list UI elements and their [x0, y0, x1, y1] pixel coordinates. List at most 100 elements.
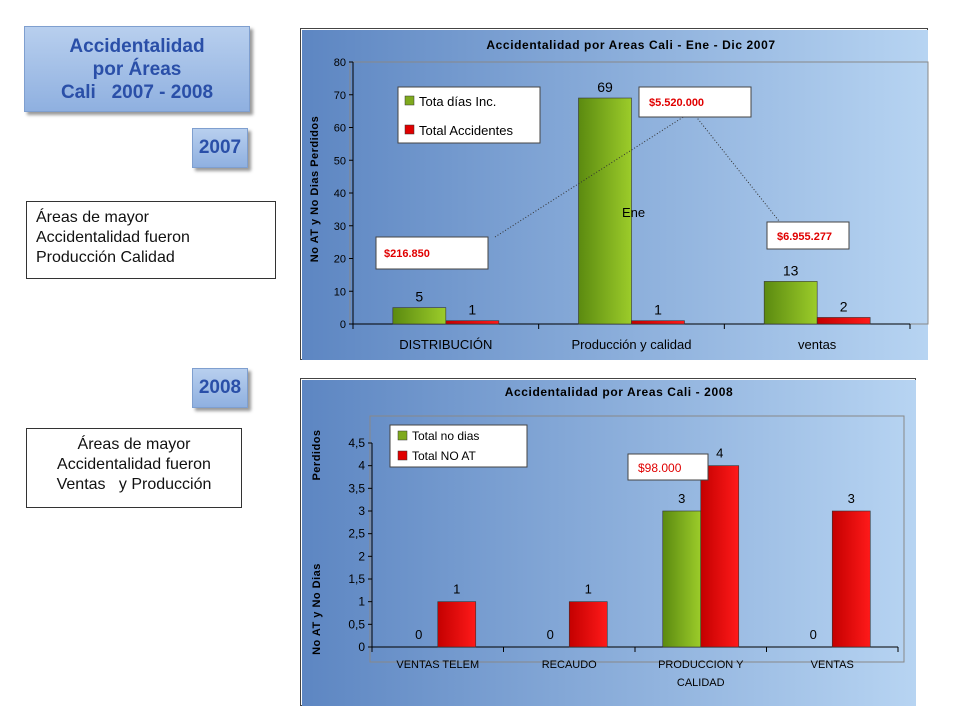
data-label: 0: [415, 627, 422, 642]
chart-2008-legend: Total no dias Total NO AT: [389, 424, 528, 468]
annotation-connector-left: [494, 113, 689, 238]
chart-2008-frame: Accidentalidad por Areas Cali - 2008 Per…: [300, 378, 916, 706]
note-2007: Áreas de mayor Accidentalidad fueron Pro…: [26, 201, 276, 279]
note-2008-line2: Accidentalidad fueron: [57, 456, 211, 473]
x-tick-label: ventas: [798, 337, 837, 352]
year-2007-badge: 2007: [192, 128, 248, 168]
y-tick-label: 4: [358, 459, 365, 473]
data-label: 1: [453, 582, 460, 597]
bar-total-no-at: [831, 510, 871, 648]
bar-total-accidentes: [816, 317, 871, 325]
x-tick-label: DISTRIBUCIÓN: [399, 337, 492, 352]
note-2007-line2: Accidentalidad fueron: [36, 229, 190, 246]
note-2008-line1: Áreas de mayor: [77, 436, 191, 453]
annotation-distribution-cost: $216.850: [384, 248, 430, 260]
data-label: 13: [783, 262, 799, 278]
legend-label-no-at: Total NO AT: [412, 449, 476, 463]
x-tick-label: RECAUDO: [542, 659, 597, 671]
x-tick-label: CALIDAD: [677, 677, 725, 689]
legend-label-dias: Tota días Inc.: [419, 94, 496, 109]
data-label: 2: [840, 298, 848, 314]
legend-swatch-accidentes: [404, 124, 415, 135]
legend-label-no-dias: Total no dias: [412, 429, 479, 443]
chart-2007-title: Accidentalidad por Areas Cali - Ene - Di…: [486, 38, 775, 52]
annotation-box-produccion-2008: [627, 453, 709, 481]
year-2008-badge: 2008: [192, 368, 248, 408]
annotation-ventas-cost: $6.955.277: [777, 231, 832, 243]
bar-total-accidentes: [631, 320, 685, 325]
y-tick-label: 80: [334, 57, 346, 69]
y-tick-label: 1: [358, 595, 365, 609]
y-tick-label: 30: [334, 221, 346, 233]
note-2008: Áreas de mayor Accidentalidad fueron Ven…: [26, 428, 242, 508]
y-tick-label: 0: [358, 640, 365, 654]
note-2007-line3: Producción Calidad: [36, 249, 175, 266]
y-tick-label: 70: [334, 90, 346, 102]
x-tick-label: VENTAS: [811, 659, 854, 671]
bar-total-no-at: [700, 465, 740, 648]
annotation-production-cost: $5.520.000: [649, 97, 704, 109]
y-tick-label: 10: [334, 286, 346, 298]
bar-tota-d-as-inc-: [578, 97, 632, 325]
y-tick-label: 4,5: [348, 436, 365, 450]
annotation-box-ventas: [766, 221, 850, 250]
chart-2008: Accidentalidad por Areas Cali - 2008 Per…: [302, 380, 916, 706]
chart-2008-axes: 0 0,5 1 1,5 2 2,5 3 3,5 4 4,5 VENTAS TELEM RECAUDO P…: [348, 436, 899, 689]
y-tick-label: 20: [334, 254, 346, 266]
chart-2008-data-labels: 0 1 0 1 3 4 0 3: [415, 446, 855, 642]
data-label: 5: [415, 289, 423, 305]
chart-2008-ylabel-bottom: No AT y No Dias: [311, 563, 323, 655]
data-label: 3: [678, 491, 685, 506]
annotation-box-production: [638, 86, 752, 118]
chart-2007-bars: [392, 97, 871, 325]
bar-total-no-at: [568, 601, 608, 648]
data-label: 0: [810, 627, 817, 642]
page-title-line3: Cali 2007 - 2008: [60, 82, 214, 103]
bar-total-no-dias: [662, 510, 702, 648]
chart-2008-ylabel-top: Perdidos: [311, 429, 323, 480]
data-label: 69: [597, 79, 613, 95]
legend-swatch-dias: [404, 95, 415, 106]
annotation-ene: Ene: [622, 205, 645, 220]
note-2007-line1: Áreas de mayor: [36, 209, 149, 226]
data-label: 1: [654, 302, 662, 318]
y-tick-label: 2,5: [348, 527, 365, 541]
y-tick-label: 50: [334, 155, 346, 167]
y-tick-label: 2: [358, 549, 365, 563]
bar-tota-d-as-inc-: [763, 281, 818, 325]
chart-2007-data-labels: 5 1 69 1 13 2: [415, 79, 847, 318]
chart-2008-plot-area: [369, 415, 905, 663]
bar-tota-d-as-inc-: [392, 307, 447, 325]
legend-swatch-no-at: [397, 450, 408, 461]
data-label: 1: [585, 582, 592, 597]
y-tick-label: 3,5: [348, 481, 365, 495]
data-label: 0: [547, 627, 554, 642]
x-tick-label: Producción y calidad: [572, 337, 692, 352]
chart-2007-frame: Accidentalidad por Areas Cali - Ene - Di…: [300, 28, 929, 360]
bar-total-accidentes: [445, 320, 500, 325]
chart-2008-title: Accidentalidad por Areas Cali - 2008: [505, 385, 734, 399]
y-tick-label: 3: [358, 504, 365, 518]
chart-2008-bars: [437, 465, 871, 648]
legend-swatch-no-dias: [397, 430, 408, 441]
annotation-box-distribution: [375, 236, 489, 270]
annotation-produccion-2008-cost: $98.000: [638, 461, 682, 475]
data-label: 3: [848, 491, 855, 506]
page-title-line1: Accidentalidad: [69, 36, 205, 57]
page-title-line2: por Áreas: [92, 59, 182, 80]
page-title-box: Accidentalidad por Áreas Cali 2007 - 200…: [24, 26, 250, 112]
y-tick-label: 40: [334, 188, 346, 200]
y-tick-label: 60: [334, 123, 346, 135]
chart-2007-legend: Tota días Inc. Total Accidentes: [397, 86, 541, 144]
y-tick-label: 0,5: [348, 617, 365, 631]
note-2008-line3: Ventas y Producción: [56, 476, 212, 493]
y-tick-label: 1,5: [348, 572, 365, 586]
chart-2007: Accidentalidad por Areas Cali - Ene - Di…: [302, 30, 929, 360]
data-label: 1: [468, 302, 476, 318]
chart-2007-ylabel: No AT y No Dias Perdidos: [309, 116, 321, 262]
x-tick-label: VENTAS TELEM: [396, 659, 479, 671]
legend-label-accidentes: Total Accidentes: [419, 123, 513, 138]
bar-total-no-at: [437, 601, 477, 648]
data-label: 4: [716, 446, 723, 461]
y-tick-label: 0: [340, 319, 346, 331]
